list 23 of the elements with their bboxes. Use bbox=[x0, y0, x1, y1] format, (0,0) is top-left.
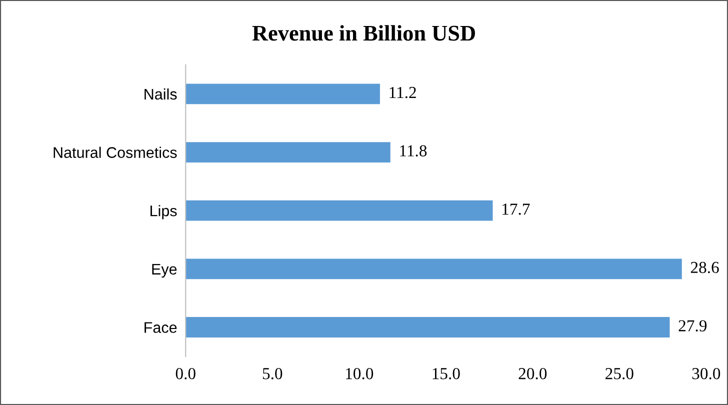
x-tick-label: 25.0 bbox=[606, 368, 634, 380]
chart-title: Revenue in Billion USD bbox=[252, 25, 475, 41]
x-tick-label: 0.0 bbox=[176, 368, 196, 380]
x-tick-label: 30.0 bbox=[692, 368, 720, 380]
bar bbox=[186, 317, 670, 338]
data-label: 11.8 bbox=[400, 145, 427, 157]
bar bbox=[186, 142, 390, 162]
y-tick-label: Natural Cosmetics bbox=[54, 146, 177, 158]
x-tick-label: 15.0 bbox=[432, 368, 460, 380]
data-label: 27.9 bbox=[678, 320, 707, 332]
y-tick-label: Lips bbox=[150, 205, 177, 220]
data-label: 28.6 bbox=[690, 262, 719, 274]
y-tick-label: Eye bbox=[152, 264, 177, 278]
y-tick-label: Nails bbox=[144, 88, 177, 100]
x-tick-label: 5.0 bbox=[262, 368, 282, 380]
x-tick-label: 20.0 bbox=[518, 368, 547, 380]
data-label: 11.2 bbox=[390, 86, 416, 98]
data-label: 17.7 bbox=[502, 204, 530, 215]
bar bbox=[186, 258, 682, 280]
y-tick-label: Face bbox=[144, 322, 177, 333]
bar bbox=[186, 200, 493, 221]
bar bbox=[186, 84, 380, 104]
x-tick-label: 10.0 bbox=[346, 368, 374, 380]
